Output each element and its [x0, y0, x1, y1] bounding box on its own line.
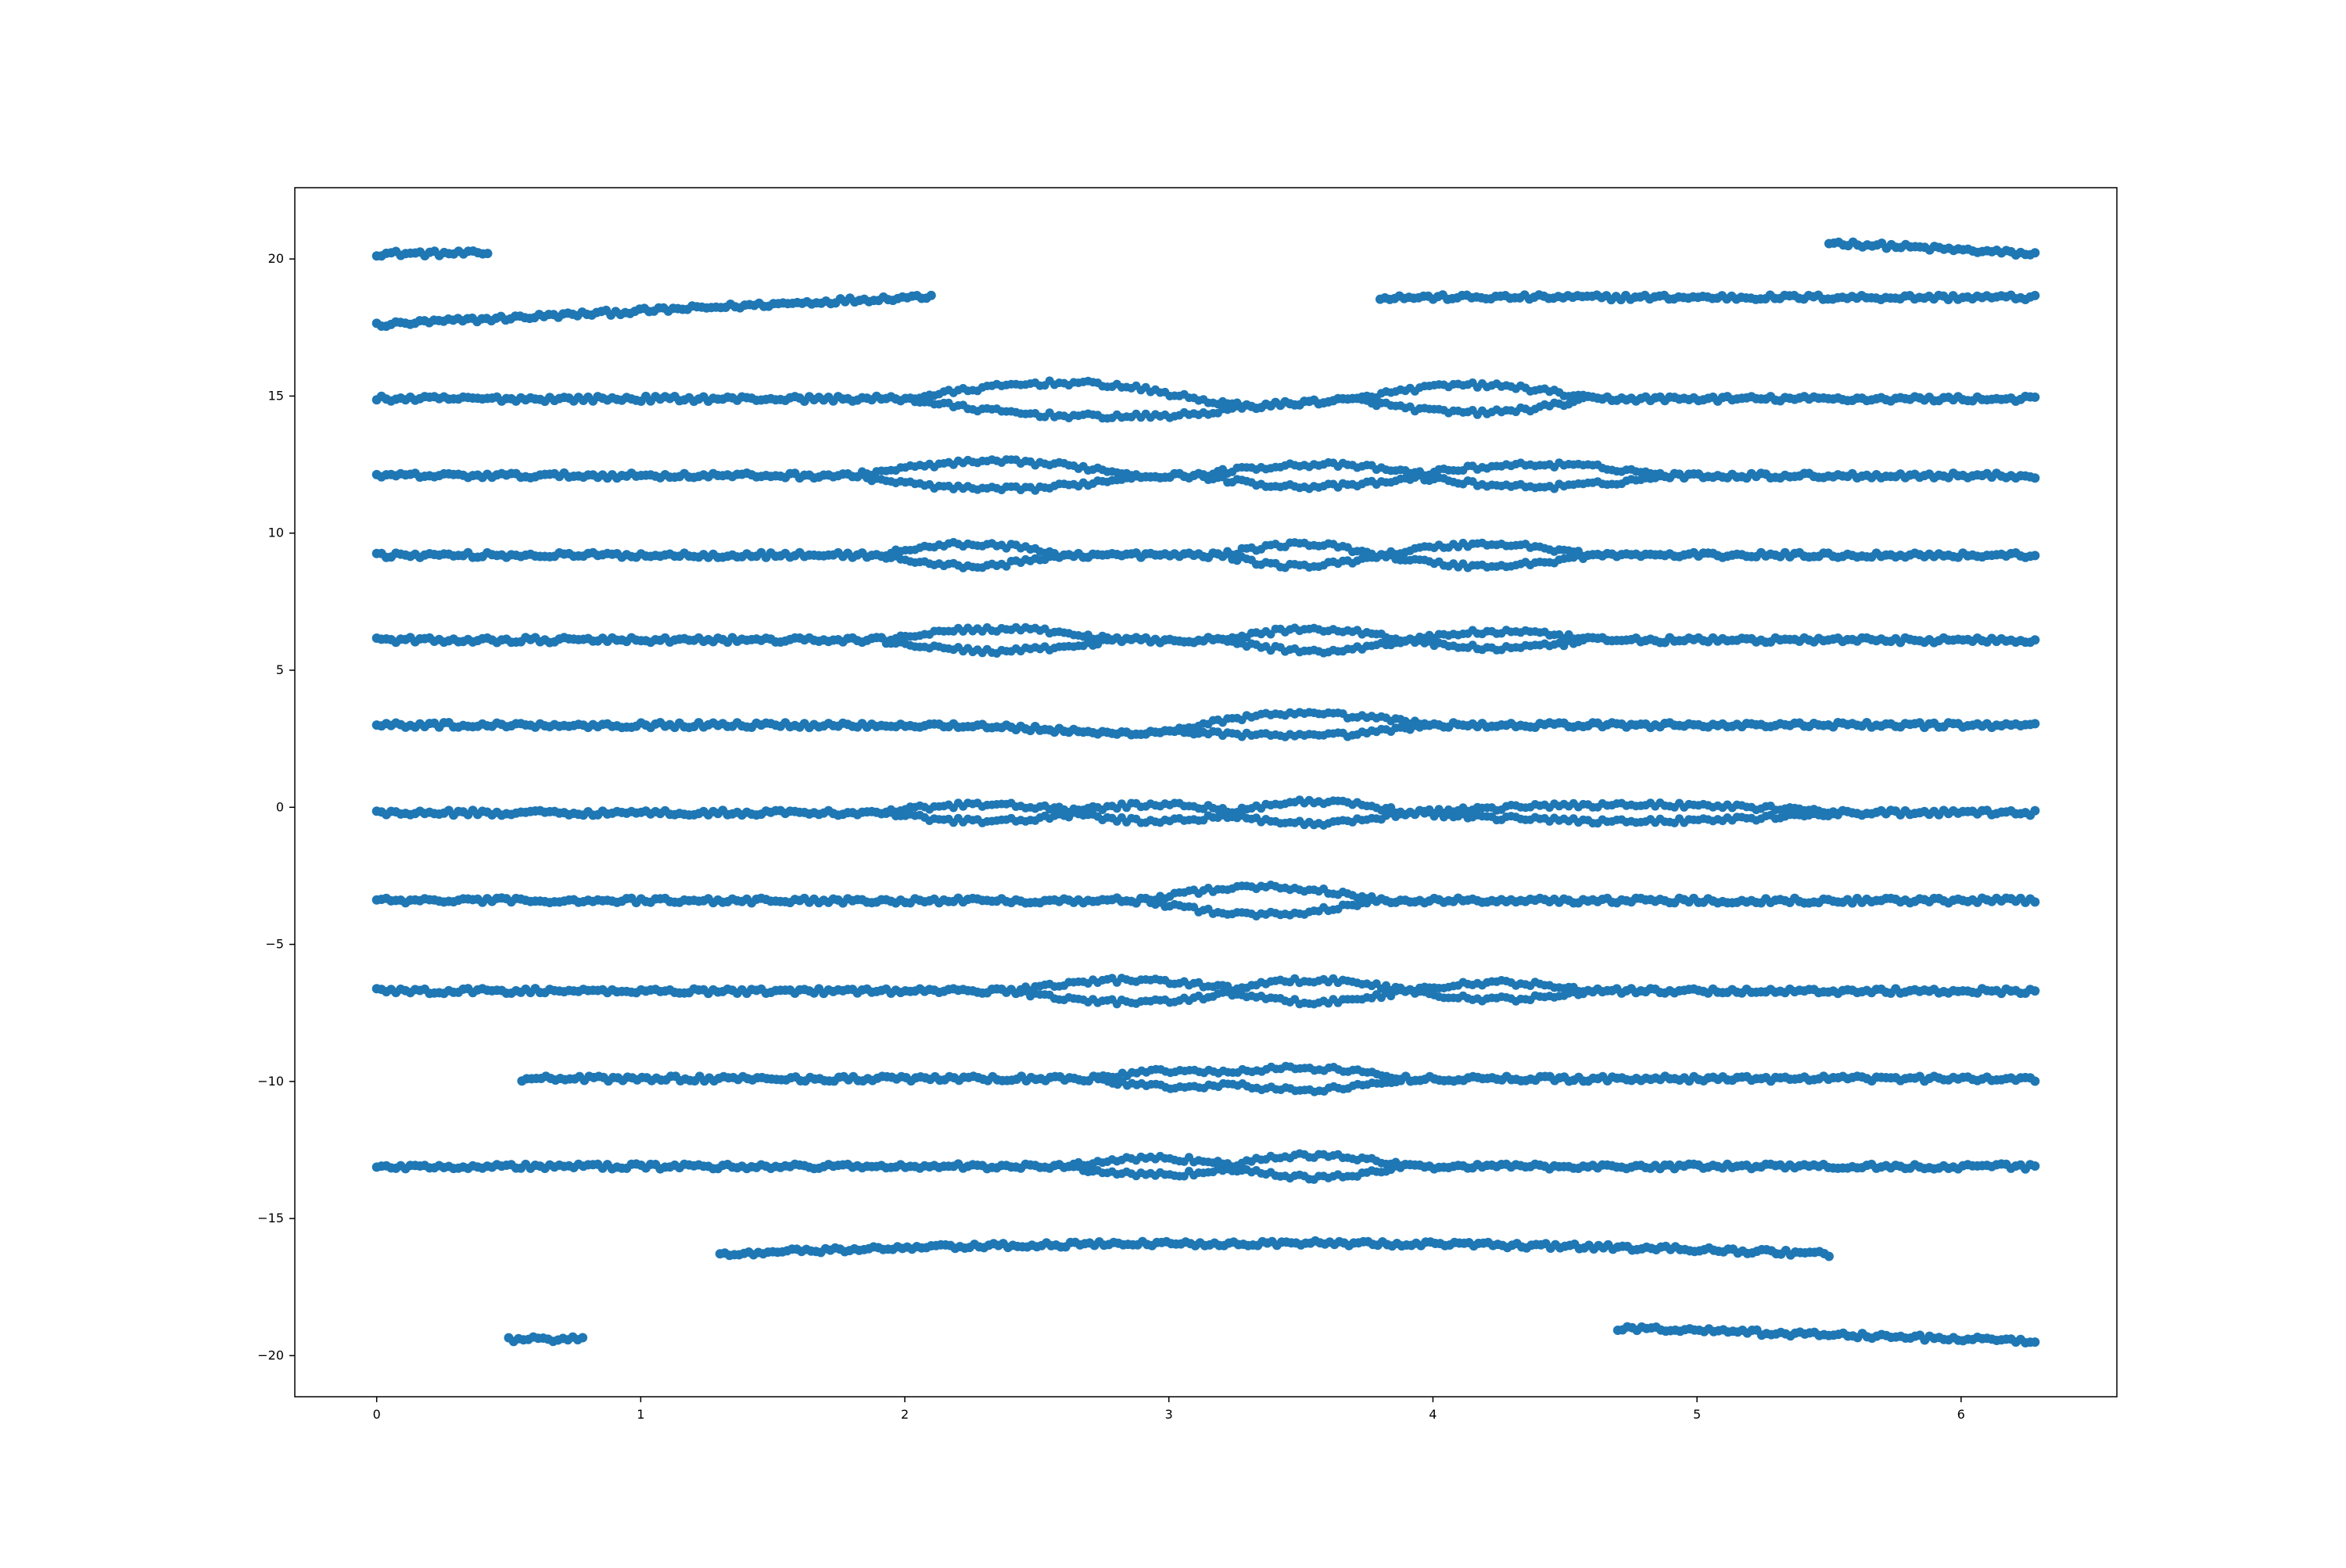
scatter-point — [2030, 1161, 2040, 1171]
scatter-point — [2030, 897, 2040, 907]
scatter-point — [2030, 551, 2040, 561]
scatter-point — [2030, 806, 2040, 816]
scatter-point — [2030, 290, 2040, 300]
scatter-point — [2030, 248, 2040, 258]
scatter-point — [926, 290, 936, 300]
scatter-point — [2030, 1076, 2040, 1086]
scatter-point — [482, 249, 493, 259]
scatter-point — [2030, 635, 2040, 645]
scatter-point — [2030, 719, 2040, 729]
scatter-point — [2030, 392, 2040, 402]
scatter-point — [2030, 473, 2040, 483]
scatter-point — [2030, 986, 2040, 996]
points-layer — [371, 237, 2040, 1347]
